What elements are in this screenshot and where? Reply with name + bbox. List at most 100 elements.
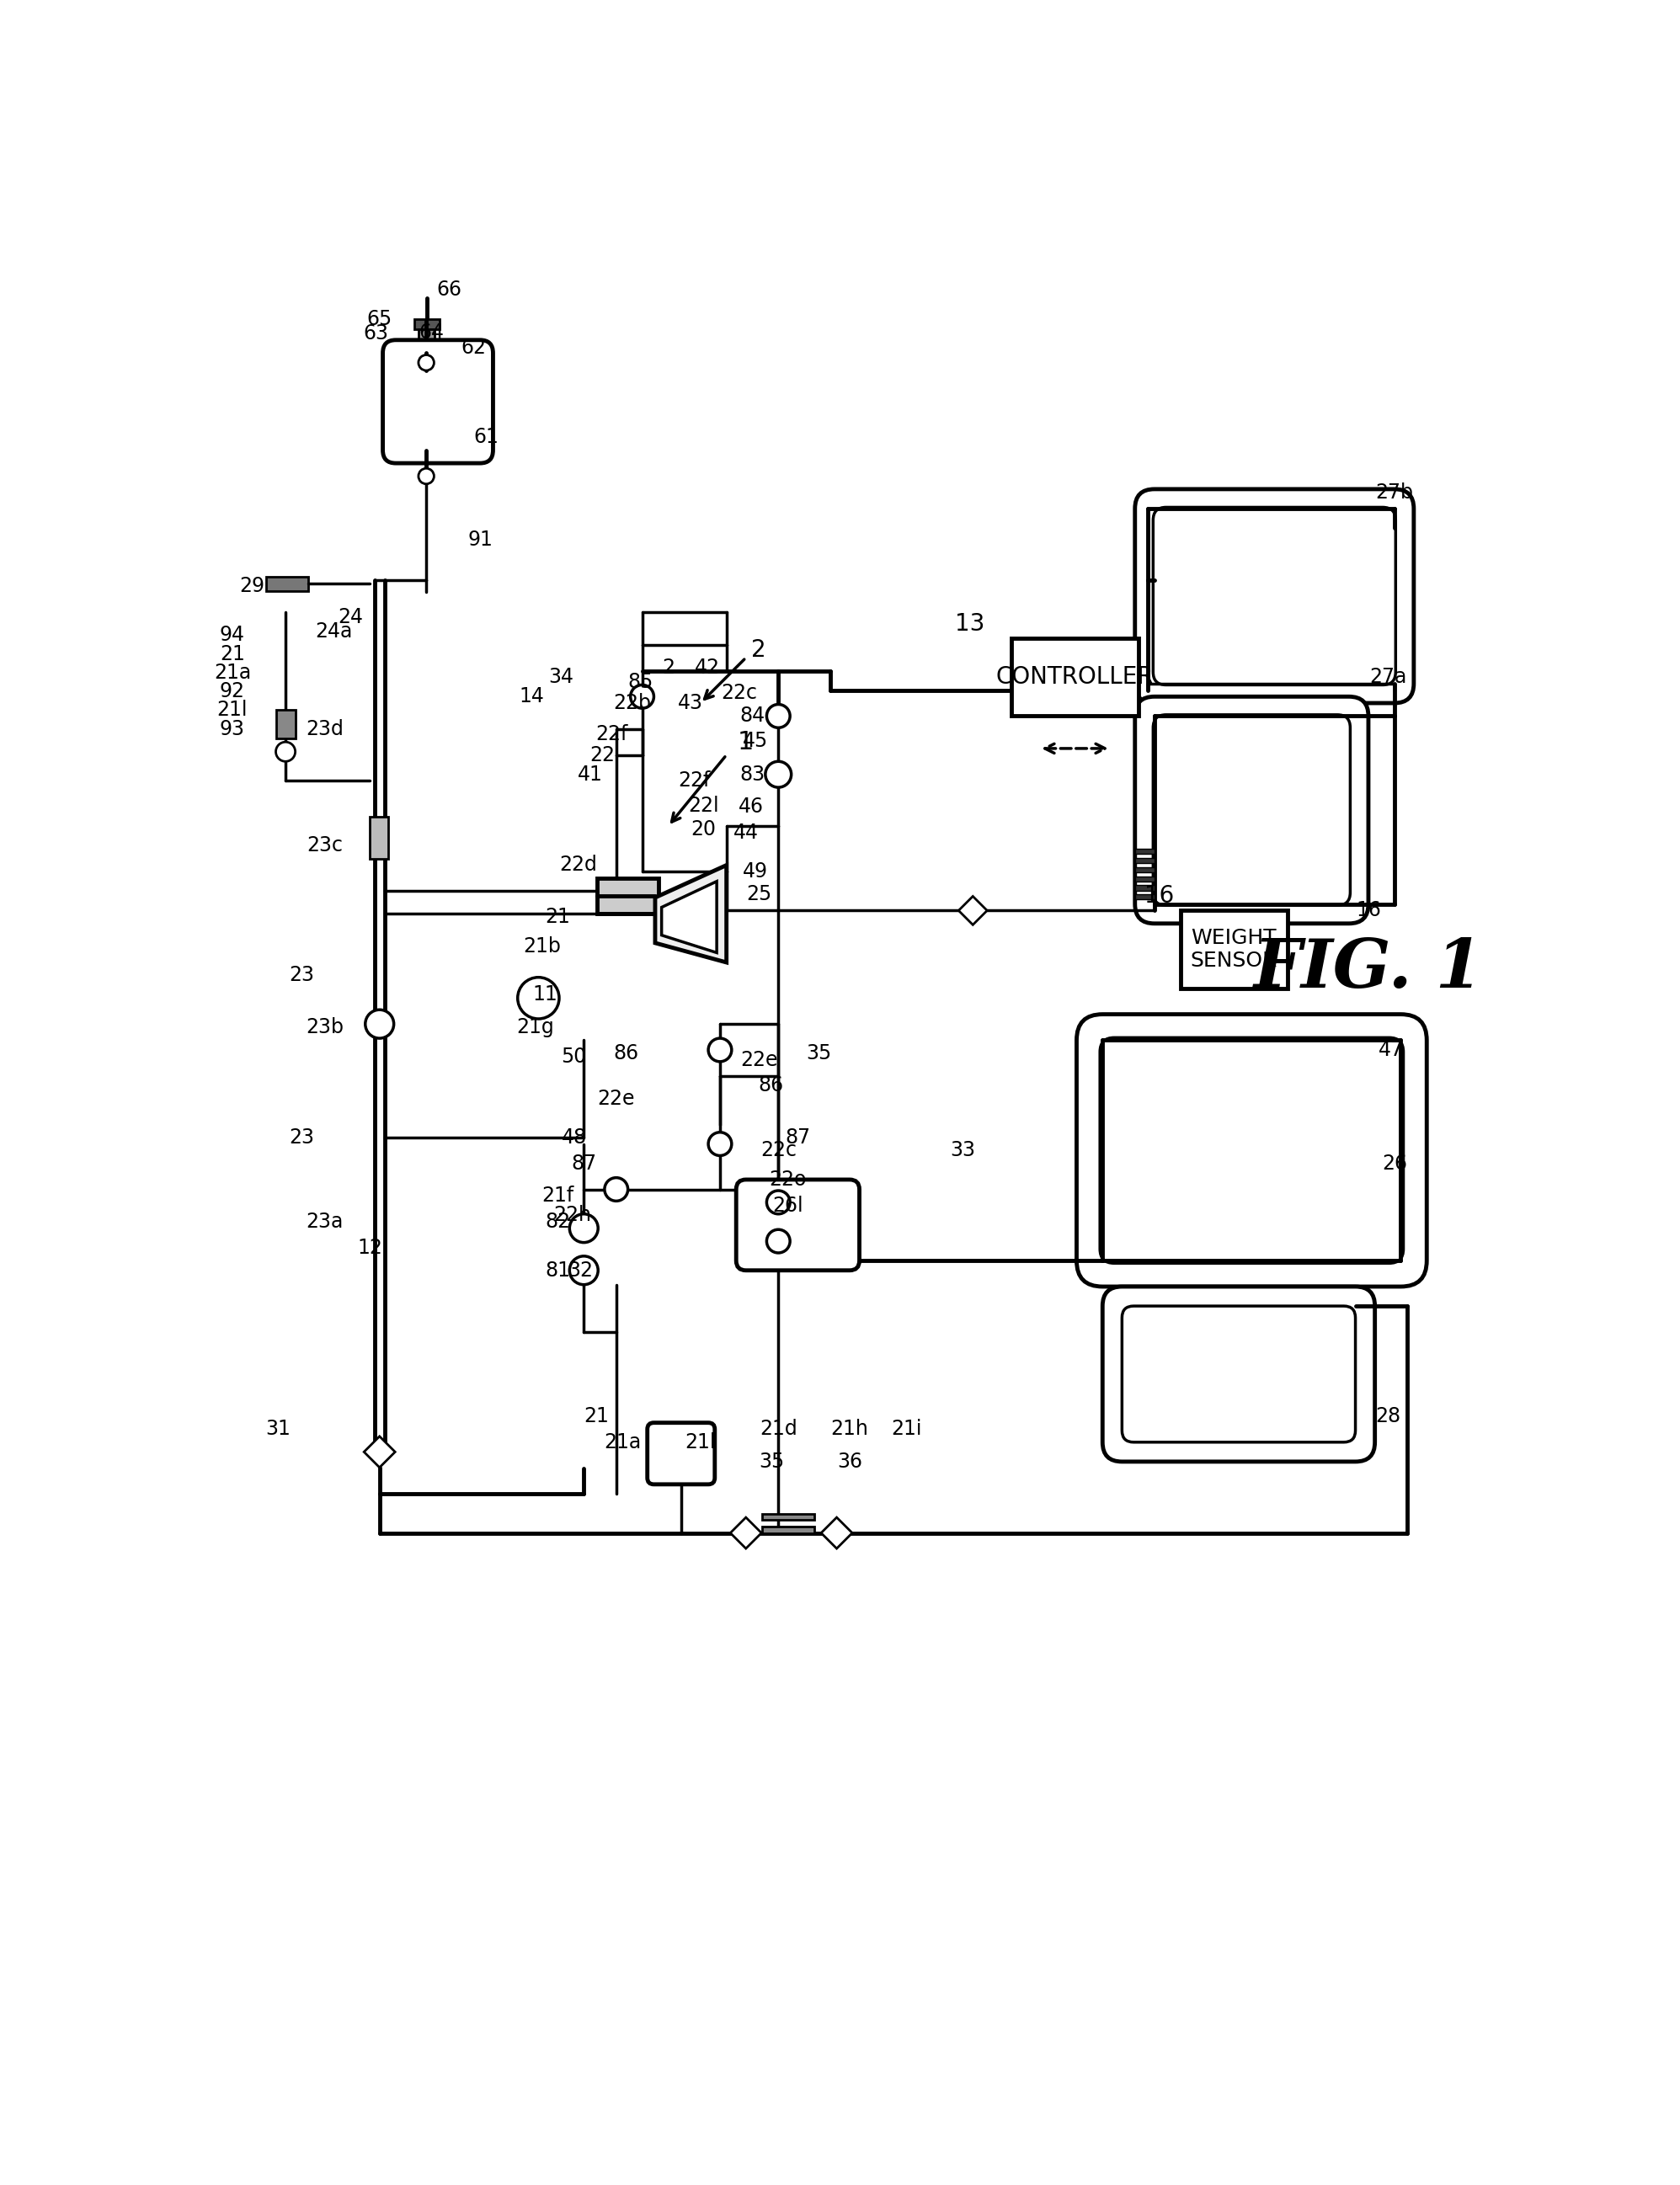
Text: 22: 22 — [590, 745, 615, 765]
FancyBboxPatch shape — [1136, 489, 1415, 704]
Text: 81: 81 — [546, 1261, 571, 1280]
Text: 61: 61 — [474, 426, 499, 448]
Text: 21l: 21l — [217, 699, 247, 719]
Circle shape — [630, 684, 654, 708]
Text: 22f: 22f — [595, 723, 628, 745]
Circle shape — [766, 760, 791, 787]
Text: 21f: 21f — [541, 1186, 575, 1206]
Text: 83: 83 — [739, 765, 764, 784]
Text: 23d: 23d — [306, 719, 343, 739]
Text: 16: 16 — [1356, 900, 1381, 920]
Text: 63: 63 — [363, 323, 390, 343]
Text: 25: 25 — [746, 885, 771, 905]
Text: 21h: 21h — [830, 1418, 869, 1440]
Text: 31: 31 — [265, 1418, 291, 1440]
Bar — [1136, 876, 1154, 881]
Circle shape — [418, 354, 433, 371]
Circle shape — [709, 1038, 731, 1062]
Text: 65: 65 — [366, 308, 393, 330]
Text: 46: 46 — [739, 798, 764, 817]
Text: WEIGHT
SENSOR: WEIGHT SENSOR — [1191, 929, 1277, 972]
Text: 23a: 23a — [306, 1213, 343, 1232]
Circle shape — [766, 1191, 790, 1215]
Text: 21: 21 — [546, 907, 571, 926]
Text: 22e: 22e — [598, 1088, 635, 1108]
Text: 85: 85 — [628, 673, 654, 693]
Text: 66: 66 — [437, 280, 462, 299]
Text: 91: 91 — [467, 529, 492, 551]
Text: 28: 28 — [1376, 1407, 1401, 1427]
Text: 48: 48 — [561, 1127, 586, 1147]
Text: 23: 23 — [289, 966, 314, 985]
Text: 12: 12 — [358, 1237, 383, 1259]
Text: 23b: 23b — [306, 1018, 343, 1038]
Polygon shape — [365, 1436, 395, 1468]
Circle shape — [570, 1215, 598, 1243]
Text: 41: 41 — [578, 765, 603, 784]
Text: 43: 43 — [679, 693, 704, 712]
Polygon shape — [655, 865, 726, 961]
Circle shape — [766, 1230, 790, 1252]
Text: 93: 93 — [220, 719, 245, 739]
Text: 13: 13 — [954, 612, 984, 636]
Bar — [265, 577, 307, 590]
Text: 29: 29 — [239, 577, 264, 597]
Text: 2: 2 — [751, 638, 766, 662]
Text: 16: 16 — [1144, 885, 1174, 909]
FancyBboxPatch shape — [736, 1180, 860, 1269]
Text: 22d: 22d — [559, 854, 598, 876]
Text: 22c: 22c — [721, 684, 758, 704]
Text: 21g: 21g — [516, 1018, 554, 1038]
Text: 86: 86 — [613, 1042, 638, 1064]
FancyBboxPatch shape — [1152, 714, 1351, 905]
Text: 27b: 27b — [1376, 483, 1413, 503]
Text: 2: 2 — [662, 658, 674, 677]
Text: 21: 21 — [220, 645, 245, 664]
Bar — [763, 1527, 815, 1534]
Bar — [1136, 850, 1154, 854]
Text: 50: 50 — [561, 1047, 586, 1066]
Polygon shape — [731, 1516, 761, 1549]
Circle shape — [365, 1009, 393, 1038]
FancyBboxPatch shape — [1122, 1307, 1356, 1442]
Text: 21b: 21b — [522, 935, 561, 957]
Text: 22o: 22o — [769, 1169, 806, 1189]
FancyBboxPatch shape — [1100, 1038, 1403, 1263]
Bar — [1136, 894, 1154, 900]
Text: 22c: 22c — [761, 1141, 796, 1160]
Text: 47: 47 — [1379, 1040, 1404, 1060]
Text: 35: 35 — [759, 1451, 785, 1473]
Text: 49: 49 — [743, 861, 768, 883]
Circle shape — [570, 1256, 598, 1285]
FancyBboxPatch shape — [383, 341, 492, 463]
Text: 33: 33 — [951, 1141, 976, 1160]
Polygon shape — [959, 896, 988, 924]
Text: 26: 26 — [1381, 1154, 1406, 1173]
Bar — [763, 1514, 815, 1521]
Circle shape — [709, 1132, 731, 1156]
Circle shape — [276, 743, 296, 760]
Text: 21: 21 — [585, 1407, 610, 1427]
Bar — [413, 319, 440, 330]
Text: 20: 20 — [690, 819, 716, 839]
Text: 62: 62 — [460, 339, 486, 358]
Text: 35: 35 — [806, 1042, 832, 1064]
Text: 42: 42 — [694, 658, 719, 677]
FancyBboxPatch shape — [1077, 1014, 1426, 1287]
Text: 23c: 23c — [306, 835, 343, 857]
Text: 86: 86 — [758, 1075, 783, 1095]
Text: 23: 23 — [289, 1127, 314, 1147]
Text: 87: 87 — [785, 1127, 810, 1147]
Text: 21i: 21i — [892, 1418, 922, 1440]
Text: 27a: 27a — [1369, 666, 1406, 688]
Bar — [1011, 638, 1137, 717]
Bar — [418, 330, 435, 358]
Text: 34: 34 — [548, 666, 575, 688]
FancyBboxPatch shape — [647, 1422, 714, 1484]
Text: 1: 1 — [738, 730, 754, 754]
Text: 32: 32 — [568, 1261, 593, 1280]
Circle shape — [418, 468, 433, 483]
Text: 11: 11 — [533, 985, 558, 1005]
Bar — [276, 710, 296, 739]
Text: CONTROLLER: CONTROLLER — [996, 666, 1154, 688]
